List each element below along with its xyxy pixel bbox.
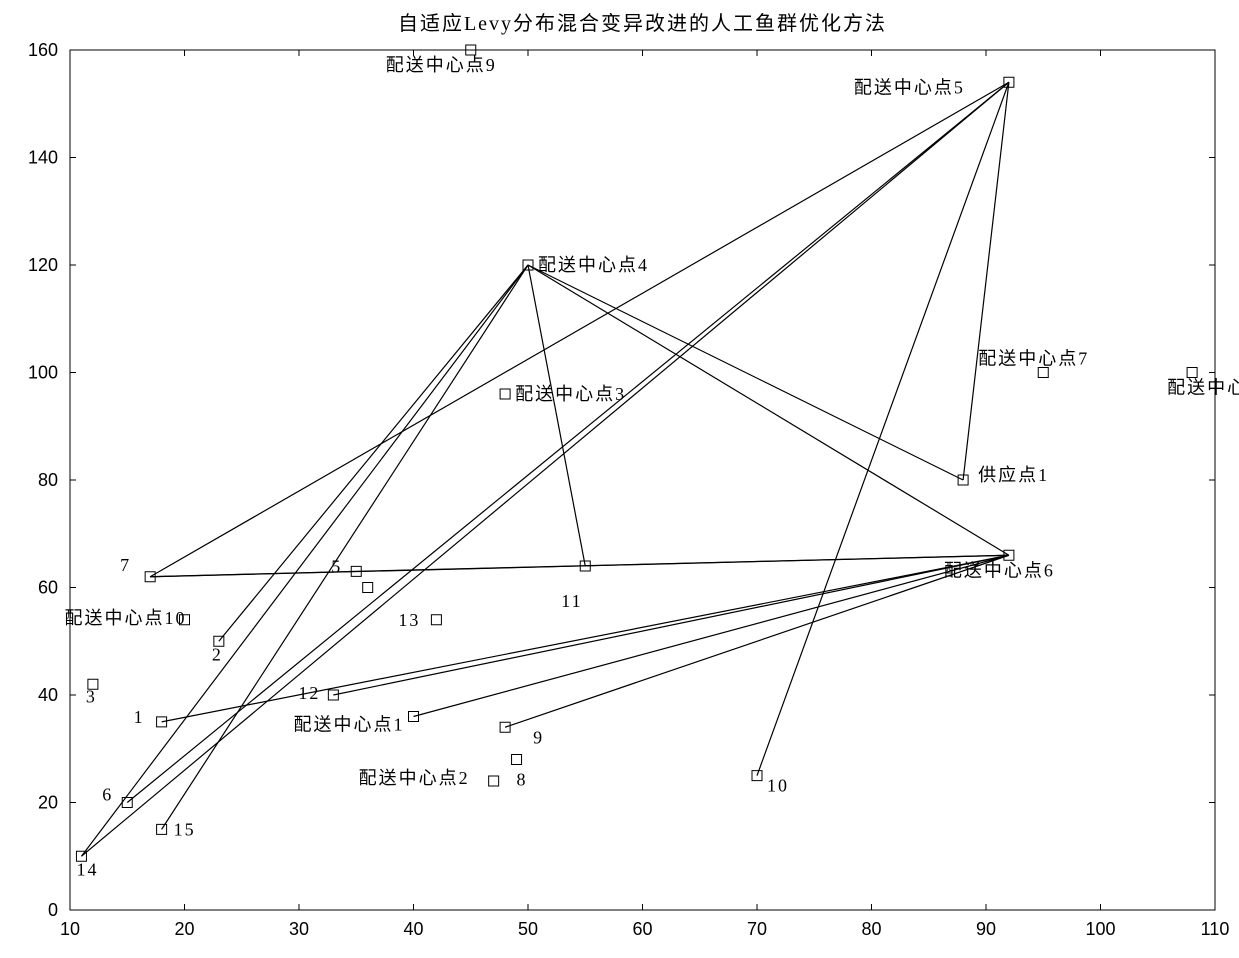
node-label: 15: [174, 819, 196, 839]
xtick-label: 40: [403, 919, 423, 939]
node-marker: [363, 583, 373, 593]
node-label: 配送中心点7: [978, 349, 1089, 369]
edge: [757, 82, 1009, 775]
xtick-label: 20: [174, 919, 194, 939]
node-marker: [431, 615, 441, 625]
xtick-label: 10: [60, 919, 80, 939]
node-marker: [512, 755, 522, 765]
node-label: 14: [76, 859, 98, 879]
node-label: 13: [398, 610, 420, 630]
ytick-label: 0: [48, 900, 58, 920]
ytick-label: 140: [28, 148, 58, 168]
chart-container: 1020304050607080901001100204060801001201…: [0, 0, 1239, 958]
network-chart: 1020304050607080901001100204060801001201…: [0, 0, 1239, 958]
node-label: 6: [102, 785, 113, 805]
edge: [528, 265, 585, 566]
ytick-label: 160: [28, 40, 58, 60]
node-label: 1: [134, 707, 145, 727]
ytick-label: 20: [38, 793, 58, 813]
xtick-label: 60: [632, 919, 652, 939]
nodes-group: 供应点1 配送中心点1 配送中心点2 配送中心点3 配送中心点4 配送中心点5 配送中心点6…: [65, 45, 1239, 879]
xtick-label: 90: [976, 919, 996, 939]
xtick-label: 70: [747, 919, 767, 939]
node-label: 2: [212, 644, 223, 664]
xtick-label: 110: [1201, 919, 1230, 939]
node-label: 配送中心点1: [294, 715, 405, 735]
edge: [414, 555, 1009, 716]
edge: [162, 265, 528, 829]
node-label: 配送中心点4: [538, 255, 649, 275]
node-label: 配送中心点9: [386, 55, 497, 75]
edge: [127, 82, 1009, 802]
edge: [528, 265, 1009, 555]
xtick-label: 50: [518, 919, 538, 939]
edge: [219, 265, 528, 641]
ytick-label: 60: [38, 578, 58, 598]
edge: [963, 82, 1009, 480]
node-label: 配送中心点10: [65, 608, 187, 628]
node-label: 9: [533, 727, 544, 747]
ytick-label: 40: [38, 685, 58, 705]
node-label: 供应点1: [978, 465, 1049, 485]
xtick-label: 100: [1085, 919, 1115, 939]
node-label: 配送中心点3: [515, 384, 626, 404]
xtick-label: 80: [861, 919, 881, 939]
node-label: 配送中心点5: [854, 77, 965, 97]
edge: [150, 82, 1009, 577]
node-label: 12: [298, 683, 320, 703]
node-marker: [1187, 368, 1197, 378]
node-marker: [489, 776, 499, 786]
node-label: 5: [331, 556, 342, 576]
node-marker: [1038, 368, 1048, 378]
node-label: 7: [120, 555, 131, 575]
edge: [505, 555, 1009, 727]
edge: [150, 571, 356, 576]
edge: [81, 82, 1008, 856]
node-label: 配送中心点2: [359, 768, 470, 788]
xtick-label: 30: [289, 919, 309, 939]
node-label: 11: [561, 591, 582, 611]
chart-title: 自适应Levy分布混合变异改进的人工鱼群优化方法: [398, 12, 887, 35]
ytick-label: 120: [28, 255, 58, 275]
edge: [162, 555, 1009, 722]
node-label: 3: [86, 686, 97, 706]
ytick-label: 80: [38, 470, 58, 490]
node-marker: [500, 389, 510, 399]
node-label: 8: [517, 770, 528, 790]
node-label: 配送中心点6: [944, 560, 1055, 580]
ytick-label: 100: [28, 363, 58, 383]
node-label: 配送中心点8: [1167, 378, 1239, 398]
node-label: 10: [767, 776, 789, 796]
edges-group: [81, 82, 1008, 856]
